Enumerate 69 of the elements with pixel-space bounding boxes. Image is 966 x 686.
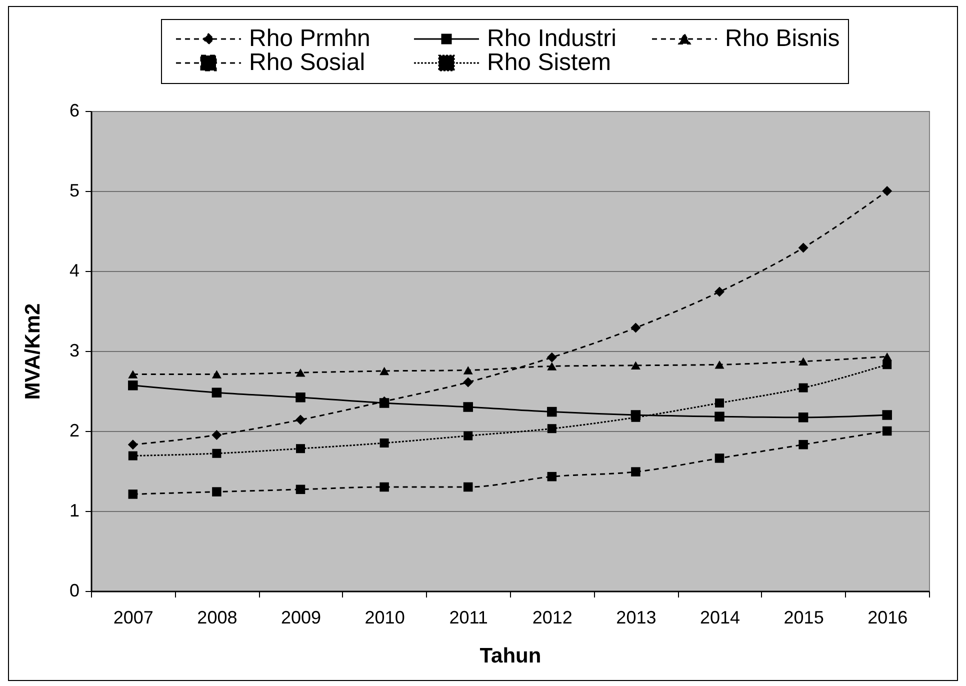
point [463, 482, 473, 492]
point [714, 412, 724, 422]
x-tick-label: 2014 [700, 608, 740, 628]
legend-label: Rho Prmhn [249, 25, 370, 52]
x-tick-label: 2016 [868, 608, 908, 628]
point [463, 402, 473, 412]
point [380, 366, 390, 376]
point [798, 440, 808, 450]
point [212, 388, 222, 398]
point [296, 414, 306, 425]
point [212, 370, 222, 378]
x-tick-label: 2009 [280, 608, 322, 628]
point [380, 438, 389, 448]
x-tick-label: 2012 [532, 608, 572, 628]
point [547, 472, 557, 482]
point [882, 426, 892, 436]
point [128, 440, 138, 450]
x-tick-label: 2007 [113, 608, 154, 628]
point [128, 490, 138, 499]
y-tick-label: 0 [69, 580, 80, 600]
x-tick-label: 2011 [449, 608, 488, 628]
point [128, 370, 138, 378]
point [547, 362, 557, 370]
point [463, 366, 473, 374]
point [714, 360, 724, 369]
legend-label: Rho Sistem [487, 49, 612, 76]
y-axis-title: MVA/Km2 [21, 303, 44, 400]
point [631, 467, 640, 476]
point [128, 451, 138, 460]
point [296, 444, 305, 454]
legend-label: Rho Bisnis [725, 25, 840, 52]
y-tick-label: 4 [69, 260, 80, 280]
point [546, 352, 557, 362]
point [882, 186, 892, 196]
point [798, 242, 808, 253]
point [882, 360, 892, 370]
point [714, 286, 724, 297]
point [296, 484, 306, 494]
x-tick-label: 2013 [616, 608, 656, 628]
point [798, 412, 808, 422]
y-tick-label: 1 [69, 500, 80, 520]
point [714, 454, 724, 463]
point [798, 383, 808, 392]
x-tick-label: 2015 [784, 608, 824, 628]
point [547, 424, 556, 434]
point [464, 431, 473, 440]
point [128, 380, 138, 390]
y-tick-label: 5 [69, 180, 80, 200]
x-tick-label: 2010 [364, 608, 405, 628]
point [798, 357, 808, 366]
point [547, 406, 557, 417]
y-tick-label: 6 [69, 100, 80, 120]
x-axis-title: Tahun [480, 644, 542, 668]
point [380, 482, 389, 492]
legend-label: Rho Industri [487, 25, 616, 52]
point [715, 398, 724, 408]
x-tick-label: 2008 [197, 608, 238, 628]
legend-label: Rho Sosial [249, 49, 366, 76]
point [630, 322, 641, 333]
point [463, 377, 474, 388]
point [212, 430, 222, 440]
y-tick-label: 3 [69, 340, 80, 360]
y-tick-label: 2 [69, 420, 80, 440]
point [212, 448, 222, 458]
point [630, 361, 640, 370]
point [882, 410, 892, 420]
point [212, 487, 222, 496]
point [296, 392, 306, 402]
point [296, 368, 306, 377]
